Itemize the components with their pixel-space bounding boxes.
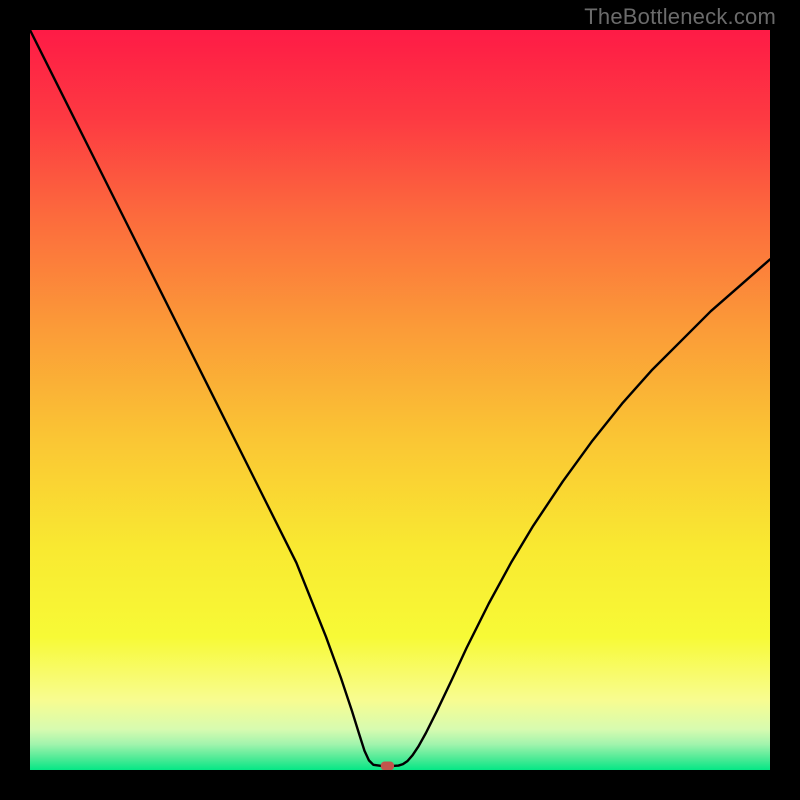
bottleneck-chart [30, 30, 770, 770]
plot-area [30, 30, 770, 770]
chart-container: TheBottleneck.com [0, 0, 800, 800]
optimal-marker [381, 761, 394, 770]
plot-background [30, 30, 770, 770]
watermark-label: TheBottleneck.com [584, 4, 776, 30]
